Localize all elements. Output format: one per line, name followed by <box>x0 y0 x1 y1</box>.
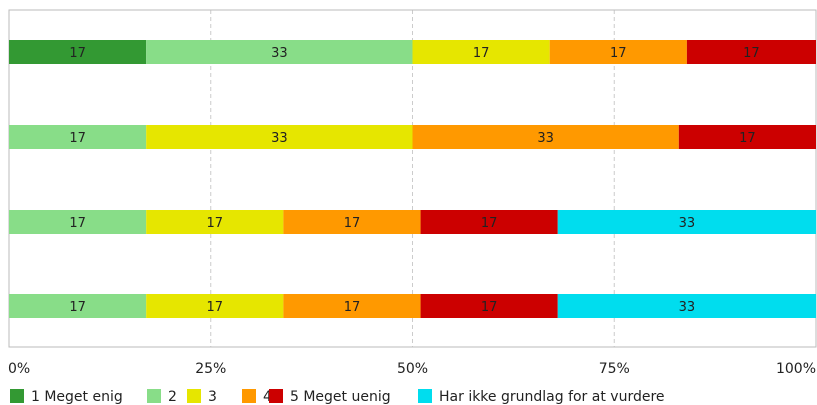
x-tick-label: 25% <box>195 361 226 377</box>
bar-segment <box>283 210 421 234</box>
x-axis: 0% 25% 50% 75% 100% <box>8 361 816 377</box>
bar-segment <box>678 125 816 149</box>
bar-segment <box>549 40 687 64</box>
data-label: 33 <box>679 216 696 231</box>
legend-label: 4 <box>263 389 272 405</box>
data-label: 17 <box>473 46 490 61</box>
data-label: 17 <box>344 216 361 231</box>
bar-segment <box>686 40 816 64</box>
x-tick-label: 0% <box>8 361 30 377</box>
plot-border <box>8 9 817 348</box>
data-label: 17 <box>344 300 361 315</box>
legend-label: 5 Meget uenig <box>290 389 391 405</box>
bar-segment <box>283 294 421 318</box>
bar-segment <box>146 40 413 64</box>
data-label: 33 <box>271 46 288 61</box>
bar-segment <box>9 210 147 234</box>
bar-segment <box>9 40 147 64</box>
legend: 1 Meget enig 2 3 4 5 Meget uenig Har ikke gru… <box>10 389 665 405</box>
legend-swatch <box>10 389 24 403</box>
data-label: 17 <box>207 216 224 231</box>
bar-segment <box>146 210 284 234</box>
bar-segment <box>9 125 147 149</box>
data-label: 17 <box>610 46 627 61</box>
legend-swatch <box>269 389 283 403</box>
data-label: 33 <box>271 131 288 146</box>
data-label: 17 <box>743 46 760 61</box>
legend-swatch <box>147 389 161 403</box>
data-label: 33 <box>537 131 554 146</box>
bar-segment <box>9 294 147 318</box>
bar-segment <box>420 294 558 318</box>
x-tick-label: 100% <box>776 361 816 377</box>
x-tick-label: 75% <box>599 361 630 377</box>
data-label: 17 <box>69 216 86 231</box>
data-label: 17 <box>69 300 86 315</box>
bar-segment <box>557 210 816 234</box>
data-label: 17 <box>481 216 498 231</box>
bar-segment <box>146 125 413 149</box>
data-label: 17 <box>207 300 224 315</box>
legend-label: 2 <box>168 389 177 405</box>
bar-segment <box>557 294 816 318</box>
data-label: 17 <box>481 300 498 315</box>
data-label: 33 <box>679 300 696 315</box>
legend-swatch <box>418 389 432 403</box>
data-label: 17 <box>69 131 86 146</box>
legend-label: Har ikke grundlag for at vurdere <box>439 389 665 405</box>
bar-segment <box>146 294 284 318</box>
grid <box>8 9 817 348</box>
legend-label: 3 <box>208 389 217 405</box>
legend-swatch <box>242 389 256 403</box>
bar-segment <box>412 40 550 64</box>
legend-label: 1 Meget enig <box>31 389 123 405</box>
bar-segment <box>420 210 558 234</box>
x-tick-label: 50% <box>397 361 428 377</box>
bars: 17 33 17 17 17 17 33 33 17 17 17 17 17 33 17 17 17 17 33 <box>9 40 816 318</box>
data-label: 17 <box>739 131 756 146</box>
legend-swatch <box>187 389 201 403</box>
bar-segment <box>412 125 679 149</box>
data-label: 17 <box>69 46 86 61</box>
